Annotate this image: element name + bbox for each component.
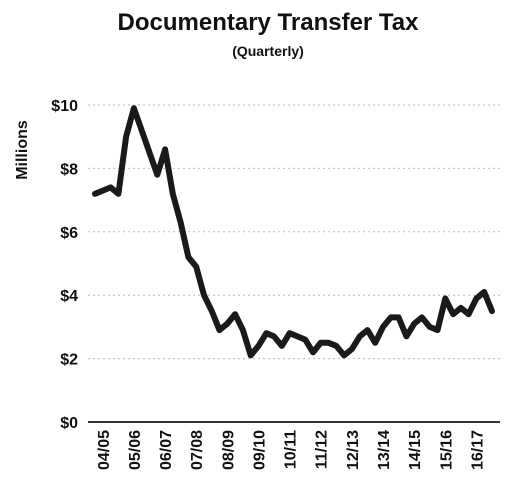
y-tick-label: $2 [60,352,78,369]
x-tick-label: 14/15 [407,430,424,470]
y-axis-label: Millions [14,120,31,180]
x-tick-label: 08/09 [220,430,237,470]
x-tick-label: 13/14 [376,430,393,470]
chart-title: Documentary Transfer Tax [118,9,420,36]
y-tick-label: $4 [60,288,78,305]
y-tick-label: $10 [51,98,78,115]
x-tick-label: 07/08 [189,430,206,470]
x-tick-label: 16/17 [469,430,486,470]
x-tick-label: 04/05 [96,430,113,470]
x-tick-label: 06/07 [158,430,175,470]
y-tick-label: $8 [60,161,78,178]
x-tick-label: 09/10 [251,430,268,470]
x-tick-label: 11/12 [314,430,331,469]
x-tick-label: 10/11 [283,430,300,469]
line [92,105,495,359]
x-tick-label: 05/06 [127,430,144,470]
y-tick-label: $6 [60,225,78,242]
chart-subtitle: (Quarterly) [232,43,304,59]
x-tick-label: 15/16 [438,430,455,470]
y-tick-label: $0 [60,415,78,432]
x-tick-label: 12/13 [345,430,362,470]
